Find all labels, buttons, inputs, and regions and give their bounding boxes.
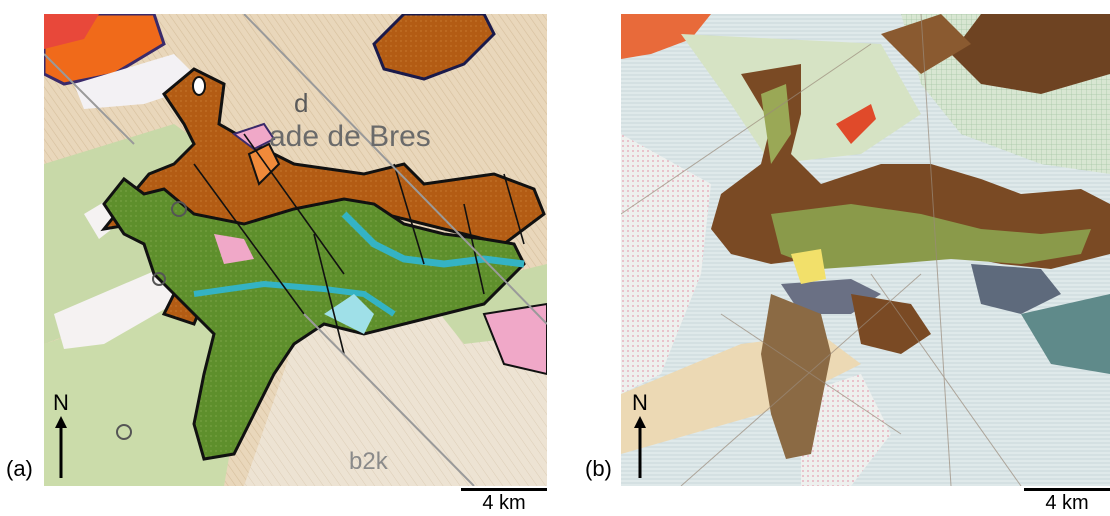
brown-unit-top-right bbox=[372, 14, 496, 81]
scale-bar-b: 4 km bbox=[1024, 488, 1110, 513]
north-arrow-icon bbox=[55, 416, 67, 478]
structural-lines-b bbox=[621, 14, 1022, 486]
map-text-place-name: ade de Bres bbox=[269, 120, 431, 153]
cyan-unit-stream-lower bbox=[193, 280, 396, 317]
map-text-b2k: b2k bbox=[349, 448, 389, 475]
panel-label-b: (b) bbox=[585, 456, 612, 481]
structural-lines bbox=[44, 14, 547, 486]
panel-a: d ade de Bres b2k (a) N 4 km bbox=[6, 14, 547, 513]
panel-b: (b) N 4 km bbox=[555, 0, 1110, 516]
pink-unit-right bbox=[482, 302, 547, 376]
scale-bar-a: 4 km bbox=[461, 488, 547, 513]
fault-lines bbox=[193, 133, 525, 355]
brown-unit-mid bbox=[851, 294, 931, 354]
circle-symbols bbox=[116, 201, 187, 440]
brown-unit-small bbox=[881, 14, 971, 74]
scale-bar-line-b bbox=[1024, 488, 1110, 491]
yellow-unit bbox=[791, 249, 826, 284]
dark-brown-unit-top bbox=[951, 14, 1110, 94]
north-arrow-a: N bbox=[49, 392, 73, 478]
brown-spur-unit bbox=[761, 294, 831, 459]
orange-unit-small bbox=[247, 142, 281, 186]
orange-unit-b bbox=[621, 14, 711, 59]
scale-label-a: 4 km bbox=[482, 492, 526, 514]
olive-unit bbox=[771, 204, 1091, 269]
scale-bar-line-a bbox=[461, 488, 547, 491]
grey-unit-right bbox=[971, 264, 1061, 314]
pink-unit-top bbox=[231, 122, 276, 151]
north-arrow-b: N bbox=[628, 392, 652, 478]
scale-label-b: 4 km bbox=[1045, 492, 1089, 514]
north-label-b: N bbox=[632, 390, 648, 415]
cyan-unit-patch bbox=[324, 294, 374, 334]
white-unit-top bbox=[74, 54, 204, 109]
pink-dotted-unit-bottom bbox=[801, 374, 891, 486]
white-lens bbox=[192, 76, 206, 96]
geological-map-a: d ade de Bres b2k bbox=[44, 14, 547, 486]
map-a-svg: d ade de Bres b2k bbox=[44, 14, 547, 486]
north-arrow-icon bbox=[634, 416, 646, 478]
map-b-svg bbox=[621, 14, 1110, 486]
teal-unit bbox=[1021, 294, 1110, 374]
red-unit-b bbox=[836, 104, 876, 144]
north-label-a: N bbox=[53, 390, 69, 415]
red-unit bbox=[44, 14, 99, 49]
geological-map-b bbox=[621, 14, 1110, 486]
panel-label-a: (a) bbox=[6, 456, 33, 481]
pink-unit-mid bbox=[214, 234, 254, 264]
map-text-d: d bbox=[294, 88, 308, 118]
